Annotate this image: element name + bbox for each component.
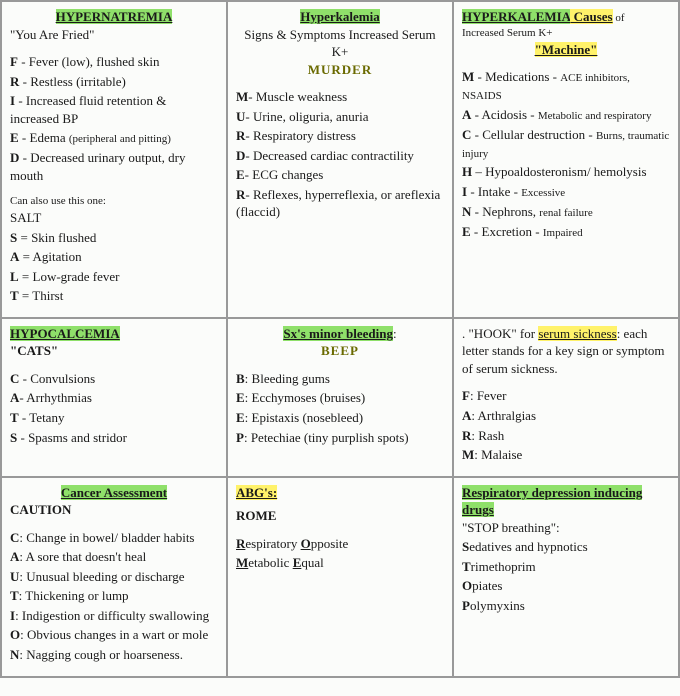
list-item: E- ECG changes [236,166,444,184]
list-item: I - Intake - Excessive [462,183,670,201]
list-item: N: Nagging cough or hoarseness. [10,646,218,664]
intro-pre: . "HOOK" for [462,326,538,341]
list-item: L = Low-grade fever [10,268,218,286]
mnemonic2: SALT [10,209,218,227]
cell-abg: ABG's: ROME Respiratory OppositeMetaboli… [227,477,453,677]
list-item: P: Petechiae (tiny purplish spots) [236,429,444,447]
cell-resp-depression: Respiratory depression inducing drugs "S… [453,477,679,677]
list-item: S = Skin flushed [10,229,218,247]
mnemonic: BEEP [236,342,444,360]
list-item: U: Unusual bleeding or discharge [10,568,218,586]
title-part: Causes [570,9,612,24]
subtitle2: "Machine" [535,42,598,57]
title-parts: Respiratory depression inducing drugs [462,484,670,519]
list-item: A: Arthralgias [462,407,670,425]
list-item: Opiates [462,577,670,595]
list-item: T = Thirst [10,287,218,305]
cell-hyperkalemia-sx: Hyperkalemia Signs & Symptoms Increased … [227,1,453,318]
note: Can also use this one: [10,194,218,209]
list-item: C - Cellular destruction - Burns, trauma… [462,126,670,162]
list-item: I - Increased fluid retention & increase… [10,92,218,127]
intro-hl: serum sickness [538,326,616,341]
list-item: M- Muscle weakness [236,88,444,106]
list: B: Bleeding gumsE: Ecchymoses (bruises) E… [236,370,444,446]
mnemonic-grid: HYPERNATREMIA "You Are Fried" F - Fever … [0,0,680,678]
list-simple: Sedatives and hypnotics TrimethoprimOpiat… [462,538,670,614]
list-item: M: Malaise [462,446,670,464]
list-item: R- Reflexes, hyperreflexia, or areflexia… [236,186,444,221]
title: HYPERNATREMIA [56,9,173,24]
list-item: H – Hypoaldosteronism/ hemolysis [462,163,670,181]
title-part: of [613,12,625,24]
subtitle: CAUTION [10,502,71,517]
list-item: F: Fever [462,387,670,405]
title-part: Respiratory depression inducing drugs [462,485,642,518]
cell-serum-sickness: . "HOOK" for serum sickness: each letter… [453,318,679,477]
subtitle-small: Increased Serum K+ [462,26,670,41]
list-item: E - Edema (peripheral and pitting) [10,129,218,147]
list: C: Change in bowel/ bladder habitsA: A s… [10,529,218,664]
list-item: C: Change in bowel/ bladder habits [10,529,218,547]
cell-hyperkalemia-causes: HYPERKALEMIA Causes of Increased Serum K… [453,1,679,318]
title: ABG's: [236,485,277,500]
cell-cancer: Cancer Assessment CAUTION C: Change in b… [1,477,227,677]
list-item: T: Thickening or lump [10,587,218,605]
cell-bleeding: Sx's minor bleeding: BEEP B: Bleeding gu… [227,318,453,477]
cell-hypocalcemia: HYPOCALCEMIA "CATS" C - ConvulsionsA- Ar… [1,318,227,477]
list-item: E - Excretion - Impaired [462,223,670,241]
list-item: I: Indigestion or difficulty swallowing [10,607,218,625]
list-item: A: A sore that doesn't heal [10,548,218,566]
title: Cancer Assessment [61,485,167,500]
list-item: O: Obvious changes in a wart or mole [10,626,218,644]
list-item: A- Arrhythmias [10,389,218,407]
subtitle: "STOP breathing": [462,519,670,537]
subtitle: ROME [236,508,276,523]
list-item: F - Fever (low), flushed skin [10,53,218,71]
list: C - ConvulsionsA- Arrhythmias T - Tetany S… [10,370,218,446]
list-item: N - Nephrons, renal failure [462,203,670,221]
list: M- Muscle weakness U- Urine, oliguria, an… [236,88,444,221]
list: M - Medications - ACE inhibitors, NSAIDS… [462,68,670,240]
list2: S = Skin flushedA = Agitation L = Low-gra… [10,229,218,305]
list-item: T - Tetany [10,409,218,427]
list-item: R - Restless (irritable) [10,73,218,91]
list-item: R- Respiratory distress [236,127,444,145]
list-item: E: Epistaxis (nosebleed) [236,409,444,427]
list-item: E: Ecchymoses (bruises) [236,389,444,407]
list-item: M - Medications - ACE inhibitors, NSAIDS [462,68,670,104]
cell-hypernatremia: HYPERNATREMIA "You Are Fried" F - Fever … [1,1,227,318]
list-item: A - Acidosis - Metabolic and respiratory [462,106,670,124]
list: F - Fever (low), flushed skin R - Restles… [10,53,218,184]
list-item: Polymyxins [462,597,670,615]
list-item: R: Rash [462,427,670,445]
list-item: U- Urine, oliguria, anuria [236,108,444,126]
intro: . "HOOK" for serum sickness: each letter… [462,325,670,378]
subtitle: "CATS" [10,343,58,358]
list-item: A = Agitation [10,248,218,266]
mnemonic: MURDER [236,61,444,79]
list-item: B: Bleeding gums [236,370,444,388]
title: Hyperkalemia [300,9,379,24]
list: F: Fever A: Arthralgias R: RashM: Malaise [462,387,670,463]
list-item: C - Convulsions [10,370,218,388]
plain: Respiratory OppositeMetabolic Equal [236,535,444,572]
list-item: D - Decreased urinary output, dry mouth [10,149,218,184]
list-item: Sedatives and hypnotics [462,538,670,556]
list-item: S - Spasms and stridor [10,429,218,447]
list-item: Metabolic Equal [236,554,444,572]
title-part: HYPERKALEMIA [462,9,570,24]
list-item: Trimethoprim [462,558,670,576]
title: Sx's minor bleeding [283,326,393,341]
list-item: D- Decreased cardiac contractility [236,147,444,165]
title-parts: HYPERKALEMIA Causes of [462,8,670,26]
list-item: Respiratory Opposite [236,535,444,553]
subtitle: Signs & Symptoms Increased Serum K+ [236,26,444,61]
title: HYPOCALCEMIA [10,326,120,341]
subtitle: "You Are Fried" [10,26,218,44]
